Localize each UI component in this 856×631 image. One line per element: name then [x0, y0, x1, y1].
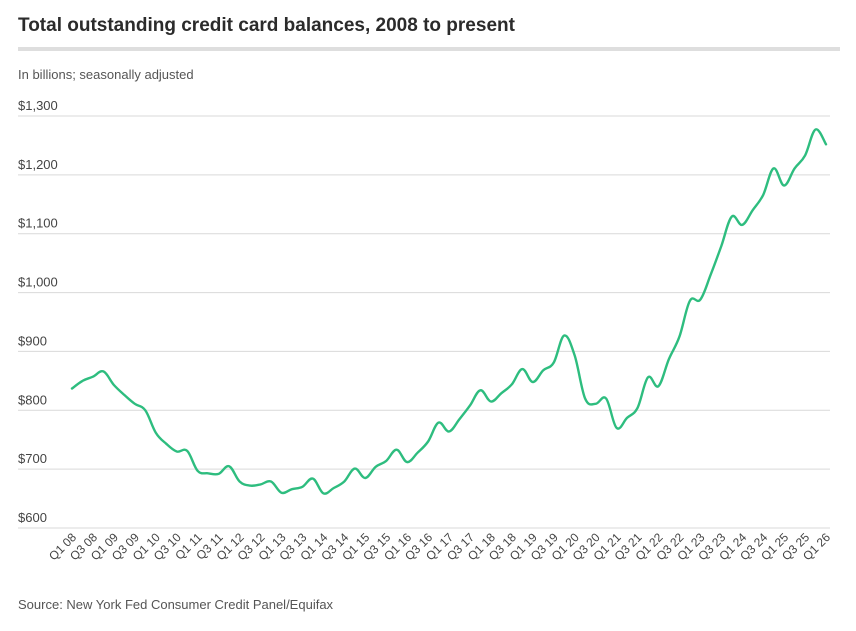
data-point: [688, 299, 692, 303]
data-point: [342, 480, 346, 484]
y-tick-label: $1,000: [18, 275, 58, 290]
data-point: [458, 417, 462, 421]
data-point: [363, 476, 367, 480]
data-point: [133, 402, 137, 406]
data-point: [217, 472, 221, 476]
data-point: [70, 387, 74, 391]
data-point: [321, 491, 325, 495]
data-point: [510, 382, 514, 386]
data-point: [227, 464, 231, 468]
data-point: [374, 465, 378, 469]
y-tick-label: $700: [18, 451, 47, 466]
data-point: [520, 367, 524, 371]
data-point: [667, 357, 671, 361]
y-tick-label: $1,200: [18, 157, 58, 172]
data-point: [290, 487, 294, 491]
data-point: [573, 354, 577, 358]
data-point: [646, 375, 650, 379]
y-tick-label: $900: [18, 333, 47, 348]
data-point: [164, 442, 168, 446]
data-point: [122, 393, 126, 397]
data-point: [353, 467, 357, 471]
data-point: [615, 426, 619, 430]
data-point: [751, 208, 755, 212]
data-point: [562, 334, 566, 338]
data-point: [248, 484, 252, 488]
data-point: [604, 397, 608, 401]
data-point: [384, 459, 388, 463]
data-point: [112, 383, 116, 387]
data-point: [625, 416, 629, 420]
data-point: [405, 460, 409, 464]
data-point: [594, 402, 598, 406]
data-point: [468, 404, 472, 408]
data-point: [101, 369, 105, 373]
series-line: [70, 128, 828, 495]
data-point: [531, 380, 535, 384]
y-tick-label: $1,300: [18, 98, 58, 113]
title-divider: [18, 47, 840, 51]
data-point: [196, 469, 200, 473]
data-point: [814, 128, 818, 132]
data-point: [709, 272, 713, 276]
data-point: [426, 440, 430, 444]
data-point: [206, 471, 210, 475]
data-point: [300, 485, 304, 489]
series-layer: [70, 128, 828, 495]
data-point: [238, 480, 242, 484]
y-tick-label: $600: [18, 510, 47, 525]
data-point: [552, 361, 556, 365]
data-point: [154, 431, 158, 435]
data-point: [803, 153, 807, 157]
data-point: [175, 450, 179, 454]
y-tick-label: $1,100: [18, 216, 58, 231]
data-point: [185, 449, 189, 453]
data-point: [259, 482, 263, 486]
source-note: Source: New York Fed Consumer Credit Pan…: [18, 597, 334, 612]
chart-subtitle: In billions; seasonally adjusted: [18, 67, 194, 82]
data-point: [416, 451, 420, 455]
data-point: [793, 166, 797, 170]
data-point: [499, 391, 503, 395]
data-point: [772, 166, 776, 170]
data-point: [824, 142, 828, 146]
data-point: [677, 335, 681, 339]
data-point: [698, 298, 702, 302]
data-point: [761, 193, 765, 197]
data-point: [447, 430, 451, 434]
data-point: [740, 223, 744, 227]
data-point: [91, 375, 95, 379]
data-point: [437, 421, 441, 425]
gridlines: [18, 115, 830, 529]
data-point: [656, 384, 660, 388]
data-point: [332, 486, 336, 490]
data-point: [311, 477, 315, 481]
data-point: [782, 184, 786, 188]
data-point: [719, 244, 723, 248]
data-point: [143, 408, 147, 412]
data-point: [269, 480, 273, 484]
y-axis-ticks: $600 $700 $800 $900 $1,000 $1,100 $1,200 $1,300: [18, 98, 58, 525]
data-point: [636, 406, 640, 410]
data-point: [730, 215, 734, 219]
y-tick-label: $800: [18, 392, 47, 407]
chart-title: Total outstanding credit card balances, …: [18, 15, 515, 36]
data-point: [541, 368, 545, 372]
data-point: [583, 397, 587, 401]
data-point: [395, 448, 399, 452]
data-point: [279, 491, 283, 495]
data-point: [81, 379, 85, 383]
data-point: [489, 400, 493, 404]
data-point: [478, 388, 482, 392]
